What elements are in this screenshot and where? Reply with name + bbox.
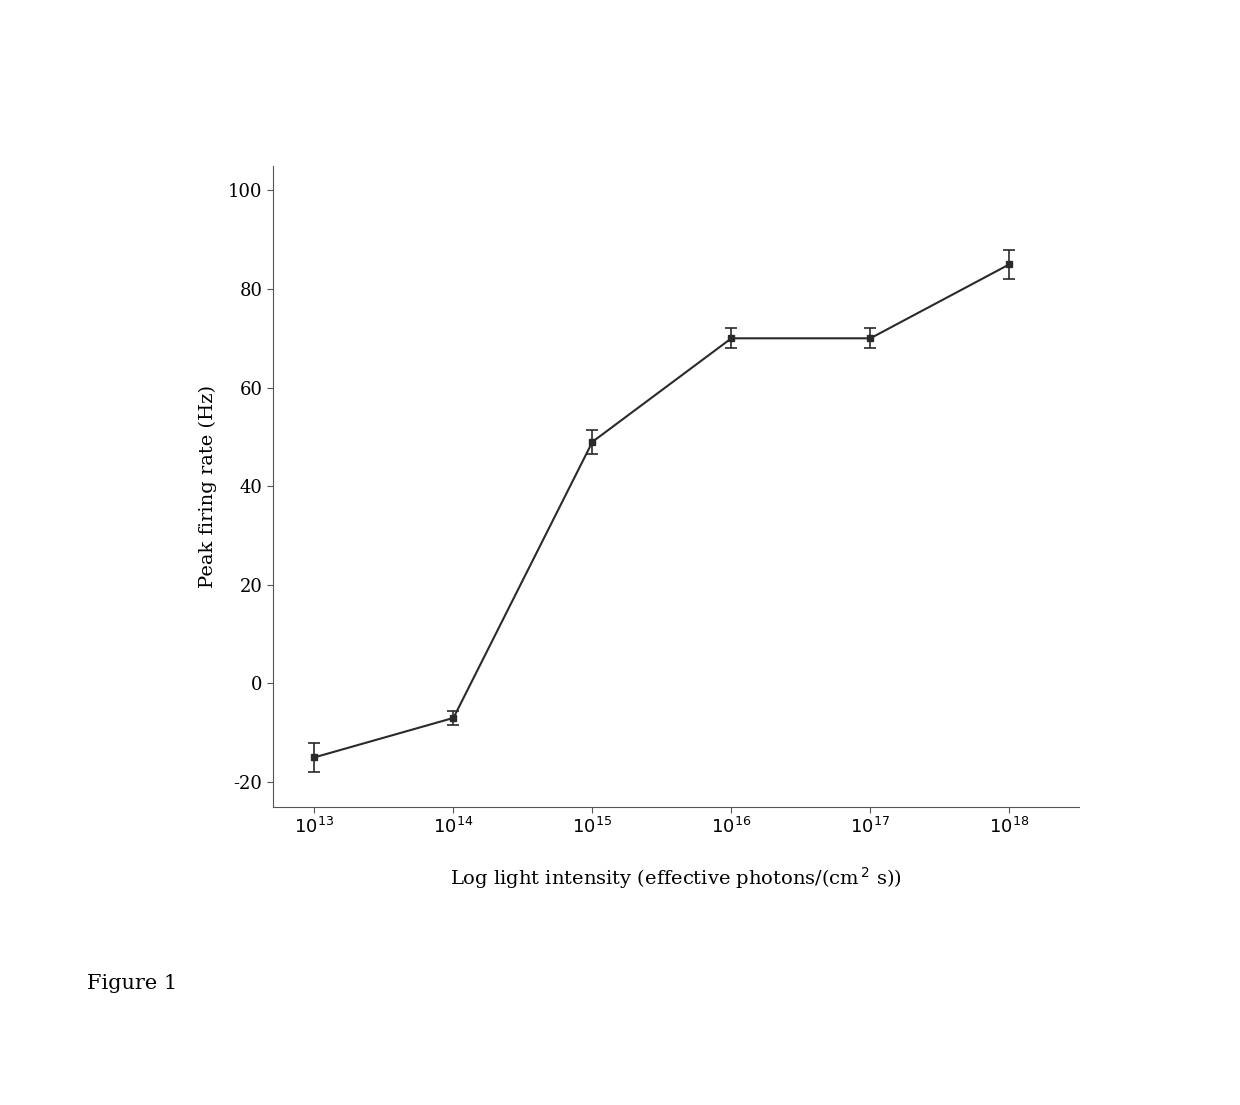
Y-axis label: Peak firing rate (Hz): Peak firing rate (Hz) — [198, 385, 217, 588]
Text: Log light intensity (effective photons/(cm$^{\,2}$ s)): Log light intensity (effective photons/(… — [450, 865, 901, 892]
Text: Figure 1: Figure 1 — [87, 974, 177, 993]
